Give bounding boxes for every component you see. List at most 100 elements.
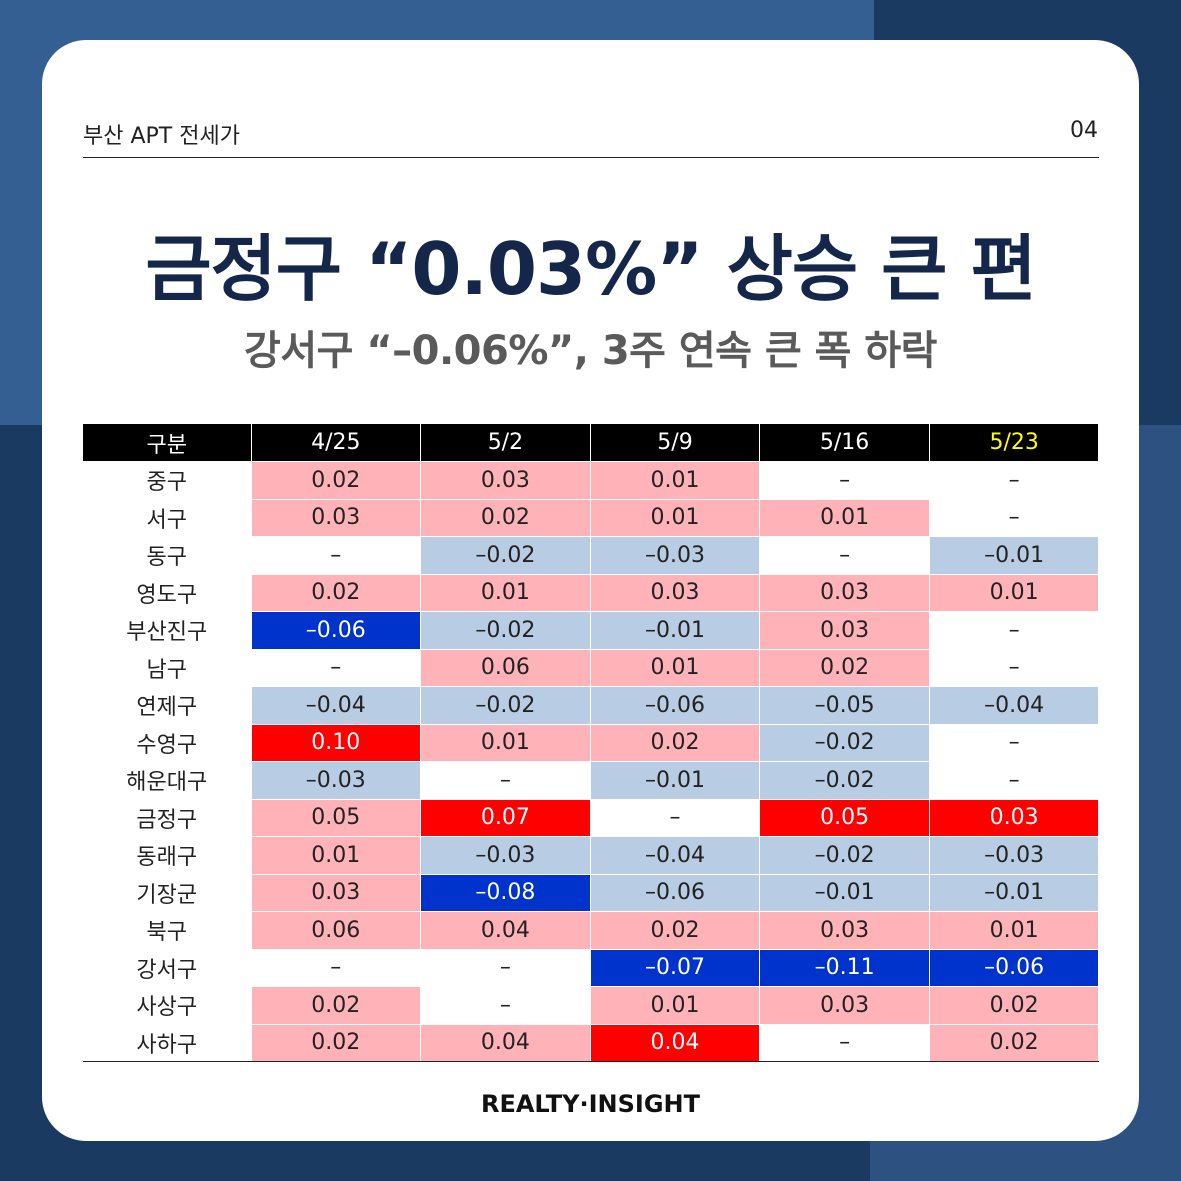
region-label: 중구 bbox=[83, 461, 252, 500]
value-cell: 0.01 bbox=[759, 498, 930, 537]
value-cell: 0.03 bbox=[250, 498, 422, 537]
value-cell: – bbox=[250, 948, 422, 987]
value-cell: –0.01 bbox=[589, 761, 761, 800]
value-cell: 0.02 bbox=[420, 498, 591, 537]
value-cell: –0.04 bbox=[250, 686, 422, 725]
value-cell: 0.01 bbox=[420, 573, 591, 612]
region-label: 동래구 bbox=[83, 836, 252, 875]
value-cell: –0.07 bbox=[589, 948, 761, 987]
table-body: 중구 0.02 0.03 0.01– – 서구 0.03 0.02 0.01 0.01– 동구 – –0… bbox=[83, 461, 1100, 1062]
region-label: 해운대구 bbox=[83, 761, 252, 800]
value-cell: – bbox=[420, 948, 591, 987]
table-row: 서구 0.03 0.02 0.01 0.01– bbox=[83, 498, 1100, 537]
column-header-latest: 5/23 bbox=[928, 424, 1100, 462]
value-cell: 0.02 bbox=[250, 573, 422, 612]
value-cell: 0.01 bbox=[928, 573, 1100, 612]
value-cell: –0.06 bbox=[250, 611, 422, 650]
table-row: 기장군 0.03 –0.08 –0.06 –0.01 –0.01 bbox=[83, 873, 1100, 912]
region-label: 연제구 bbox=[83, 686, 252, 725]
region-label: 영도구 bbox=[83, 573, 252, 612]
value-cell: 0.03 bbox=[759, 573, 930, 612]
column-header-corner: 구분 bbox=[83, 424, 252, 462]
column-header: 4/25 bbox=[250, 424, 422, 462]
value-cell: 0.06 bbox=[420, 648, 591, 687]
value-cell: – bbox=[928, 648, 1100, 687]
value-cell: 0.01 bbox=[928, 911, 1100, 950]
value-cell: –0.08 bbox=[420, 873, 591, 912]
value-cell: 0.03 bbox=[250, 873, 422, 912]
footer-brand: REALTY·INSIGHT bbox=[480, 1090, 701, 1118]
value-cell: –0.11 bbox=[759, 948, 930, 987]
value-cell: –0.02 bbox=[759, 761, 930, 800]
value-cell: –0.02 bbox=[420, 686, 591, 725]
value-cell: – bbox=[250, 648, 422, 687]
header-label: 부산 APT 전세가 bbox=[83, 124, 240, 149]
table-header-row: 구분 4/25 5/2 5/9 5/16 5/23 bbox=[83, 424, 1100, 462]
table-row: 부산진구 –0.06 –0.02 –0.01 0.03– bbox=[83, 611, 1100, 650]
value-cell: – bbox=[928, 723, 1100, 762]
table-row: 연제구 –0.04 –0.02 –0.06 –0.05 –0.04 bbox=[83, 686, 1100, 725]
region-label: 금정구 bbox=[83, 798, 252, 837]
column-header: 5/2 bbox=[420, 424, 591, 462]
value-cell: –0.02 bbox=[759, 836, 930, 875]
value-cell: 0.10 bbox=[250, 723, 422, 762]
page-number: 04 bbox=[1070, 118, 1098, 143]
value-cell: – bbox=[250, 536, 422, 575]
table-row: 사하구 0.02 0.04 0.04–0.02 bbox=[83, 1023, 1100, 1062]
value-cell: 0.03 bbox=[420, 461, 591, 500]
column-header: 5/9 bbox=[589, 424, 761, 462]
value-cell: 0.03 bbox=[759, 986, 930, 1025]
table-row: 동구 – –0.02 –0.03– –0.01 bbox=[83, 536, 1100, 575]
value-cell: –0.03 bbox=[250, 761, 422, 800]
table-row: 금정구 0.05 0.07–0.05 0.03 bbox=[83, 798, 1100, 837]
value-cell: 0.04 bbox=[420, 1023, 591, 1062]
value-cell: –0.06 bbox=[928, 948, 1100, 987]
value-cell: –0.04 bbox=[928, 686, 1100, 725]
value-cell: – bbox=[928, 498, 1100, 537]
value-cell: – bbox=[759, 461, 930, 500]
region-label: 서구 bbox=[83, 498, 252, 537]
page-title: 금정구 “0.03%” 상승 큰 편 bbox=[145, 227, 1036, 311]
value-cell: –0.01 bbox=[928, 873, 1100, 912]
value-cell: –0.03 bbox=[420, 836, 591, 875]
value-cell: 0.02 bbox=[250, 1023, 422, 1062]
value-cell: 0.02 bbox=[759, 648, 930, 687]
value-cell: – bbox=[420, 986, 591, 1025]
value-cell: –0.06 bbox=[589, 873, 761, 912]
value-cell: 0.01 bbox=[420, 723, 591, 762]
value-cell: 0.03 bbox=[928, 798, 1100, 837]
region-label: 사상구 bbox=[83, 986, 252, 1025]
region-label: 수영구 bbox=[83, 723, 252, 762]
table-row: 동래구 0.01 –0.03 –0.04 –0.02 –0.03 bbox=[83, 836, 1100, 875]
table-row: 강서구 – – –0.07 –0.11 –0.06 bbox=[83, 948, 1100, 987]
value-cell: 0.02 bbox=[250, 461, 422, 500]
value-cell: – bbox=[928, 761, 1100, 800]
value-cell: 0.07 bbox=[420, 798, 591, 837]
value-cell: – bbox=[928, 611, 1100, 650]
value-cell: –0.01 bbox=[928, 536, 1100, 575]
table-row: 수영구 0.10 0.01 0.02 –0.02– bbox=[83, 723, 1100, 762]
region-label: 강서구 bbox=[83, 948, 252, 987]
region-label: 남구 bbox=[83, 648, 252, 687]
page-subtitle: 강서구 “–0.06%”, 3주 연속 큰 폭 하락 bbox=[244, 328, 937, 374]
table-row: 남구 –0.06 0.01 0.02– bbox=[83, 648, 1100, 687]
value-cell: – bbox=[759, 1023, 930, 1062]
region-label: 기장군 bbox=[83, 873, 252, 912]
value-cell: – bbox=[928, 461, 1100, 500]
value-cell: –0.01 bbox=[759, 873, 930, 912]
value-cell: 0.01 bbox=[250, 836, 422, 875]
value-cell: 0.05 bbox=[759, 798, 930, 837]
value-cell: –0.06 bbox=[589, 686, 761, 725]
value-cell: 0.04 bbox=[420, 911, 591, 950]
value-cell: 0.03 bbox=[759, 911, 930, 950]
table-row: 사상구 0.02–0.01 0.03 0.02 bbox=[83, 986, 1100, 1025]
header-divider bbox=[83, 157, 1099, 158]
value-cell: –0.05 bbox=[759, 686, 930, 725]
value-cell: 0.04 bbox=[589, 1023, 761, 1062]
value-cell: 0.01 bbox=[589, 498, 761, 537]
value-cell: – bbox=[589, 798, 761, 837]
value-cell: 0.01 bbox=[589, 986, 761, 1025]
column-header: 5/16 bbox=[759, 424, 930, 462]
value-cell: 0.03 bbox=[759, 611, 930, 650]
value-cell: 0.03 bbox=[589, 573, 761, 612]
